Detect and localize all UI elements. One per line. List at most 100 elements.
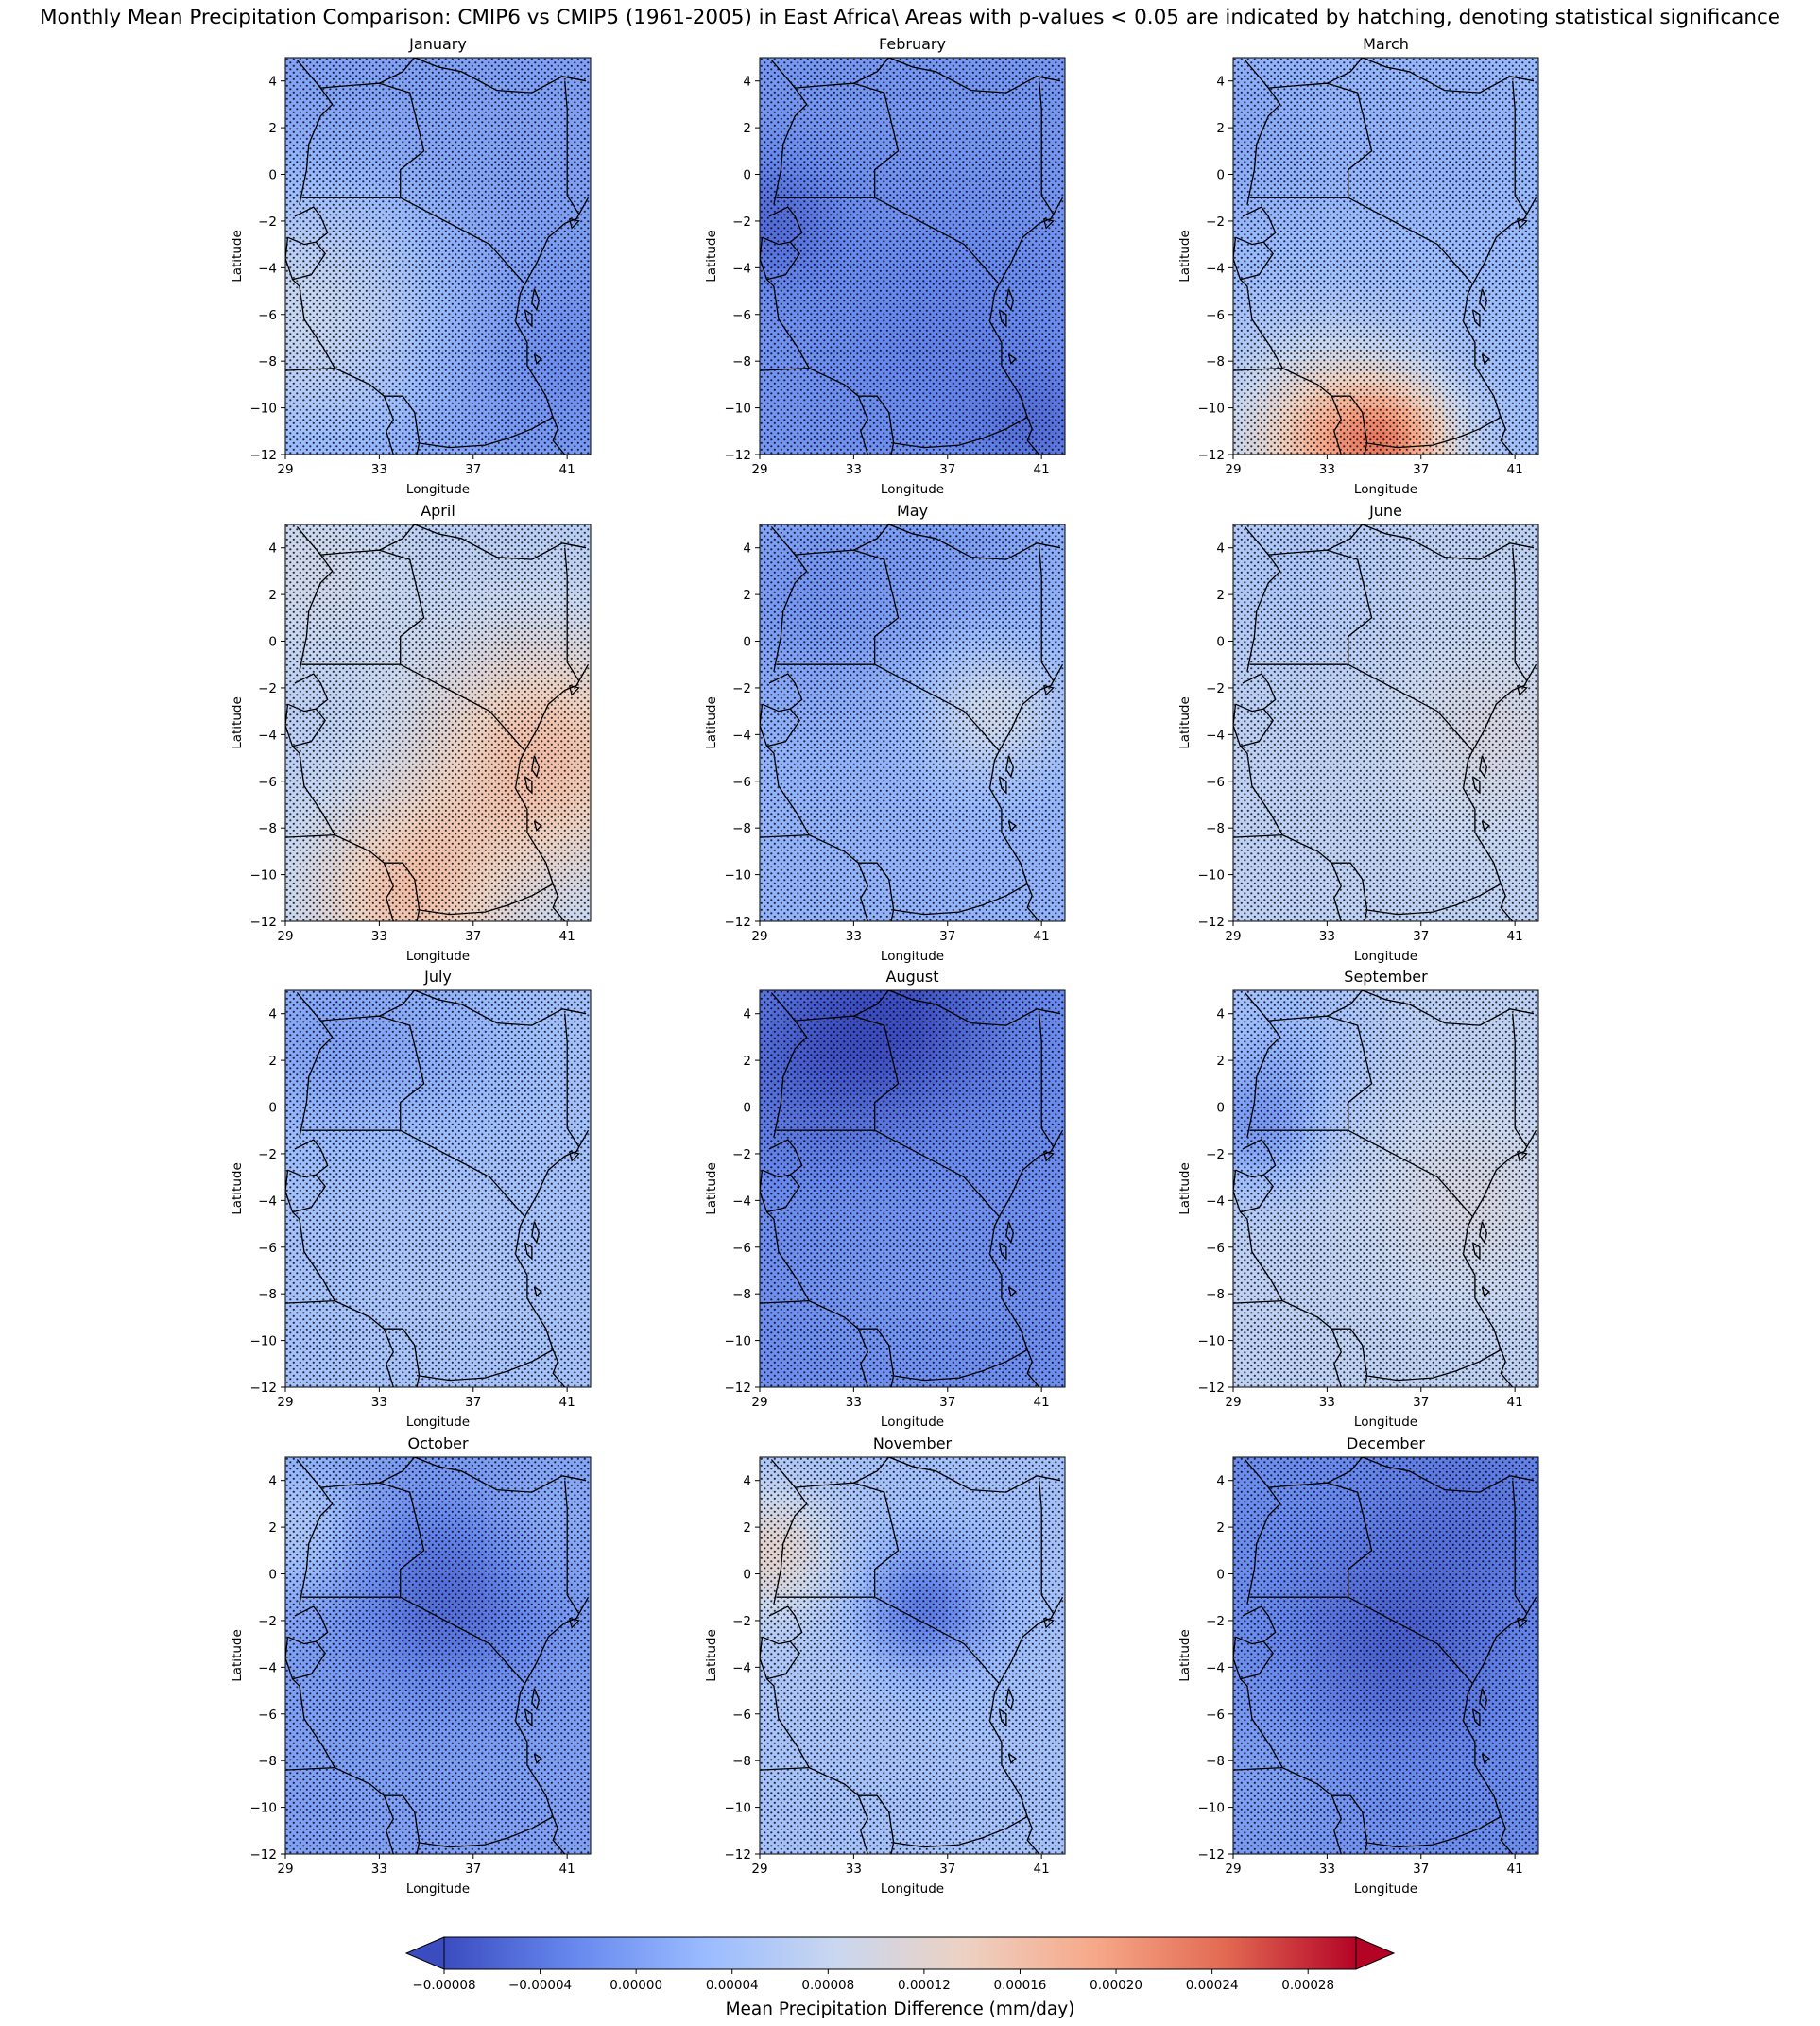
border-line — [998, 776, 1007, 795]
border-line — [524, 197, 590, 284]
y-tick-label: −8 — [258, 821, 277, 836]
y-tick-label: −4 — [732, 728, 751, 743]
y-tick-label: −6 — [258, 308, 277, 323]
x-tick-label: 41 — [1034, 929, 1050, 944]
x-tick-label: 41 — [1507, 462, 1523, 477]
border-line — [564, 547, 580, 681]
x-tick-label: 33 — [371, 462, 387, 477]
border-line — [531, 755, 540, 779]
border-line — [531, 288, 540, 312]
panel-title: March — [1363, 35, 1409, 53]
border-line — [384, 395, 421, 455]
axes-frame — [284, 524, 592, 922]
y-tick-label: −6 — [732, 775, 751, 790]
border-line — [1244, 58, 1364, 89]
border-line — [762, 673, 803, 713]
y-tick-label: −2 — [1206, 215, 1225, 230]
border-line — [414, 58, 587, 94]
border-line — [379, 549, 425, 665]
y-tick-label: −10 — [725, 868, 752, 884]
x-axis-label: Longitude — [881, 482, 944, 497]
border-line — [296, 524, 416, 556]
border-line — [760, 237, 810, 369]
y-tick-label: 2 — [1216, 121, 1225, 136]
border-line — [1026, 417, 1040, 455]
border-line — [1462, 283, 1502, 418]
x-tick-label: 37 — [939, 462, 955, 477]
y-tick-label: −2 — [732, 215, 751, 230]
y-tick-label: 4 — [1216, 75, 1225, 90]
y-tick-label: −8 — [732, 354, 751, 369]
panel-title: January — [408, 35, 467, 53]
border-line — [888, 524, 1061, 560]
x-tick-label: 41 — [559, 462, 575, 477]
y-tick-label: 4 — [268, 541, 277, 557]
border-line — [1362, 58, 1535, 94]
border-line — [998, 663, 1064, 751]
x-tick-label: 29 — [277, 462, 293, 477]
axes-frame — [1232, 57, 1539, 455]
border-line — [770, 524, 890, 556]
border-line — [1479, 288, 1487, 312]
border-line — [299, 554, 334, 672]
border-line — [760, 704, 810, 835]
border-line — [988, 750, 1028, 884]
y-tick-label: 4 — [268, 75, 277, 90]
y-tick-label: 0 — [268, 168, 277, 183]
x-tick-label: 29 — [1225, 462, 1241, 477]
border-line — [564, 80, 580, 215]
y-tick-label: −12 — [725, 448, 752, 463]
y-tick-label: 2 — [268, 121, 277, 136]
border-line — [1039, 80, 1055, 215]
border-line — [1007, 820, 1017, 832]
y-tick-label: 2 — [743, 121, 751, 136]
border-line — [773, 554, 808, 672]
border-line — [285, 367, 395, 455]
border-line — [766, 241, 801, 281]
border-line — [414, 524, 587, 560]
axes-frame — [759, 57, 1066, 455]
y-axis-label: Latitude — [230, 696, 245, 749]
y-tick-label: −2 — [732, 681, 751, 696]
y-tick-label: −8 — [1206, 354, 1225, 369]
country-borders — [1233, 58, 1537, 455]
border-line — [296, 58, 416, 89]
border-line — [762, 206, 803, 246]
y-tick-label: 0 — [268, 635, 277, 650]
x-axis-label: Longitude — [881, 949, 944, 964]
border-line — [379, 82, 425, 198]
border-line — [417, 416, 554, 449]
border-line — [524, 776, 533, 795]
border-line — [299, 87, 334, 205]
y-axis-label: Latitude — [704, 230, 719, 283]
border-line — [285, 704, 335, 835]
x-tick-label: 29 — [751, 929, 767, 944]
border-line — [1471, 197, 1537, 284]
y-tick-label: −6 — [258, 775, 277, 790]
x-tick-label: 33 — [1319, 462, 1335, 477]
y-tick-label: −2 — [258, 681, 277, 696]
border-line — [1365, 416, 1502, 449]
x-tick-label: 37 — [465, 929, 481, 944]
border-line — [1042, 684, 1055, 696]
y-tick-label: −8 — [732, 821, 751, 836]
border-line — [858, 862, 895, 921]
border-line — [524, 309, 533, 328]
border-line — [1512, 80, 1528, 215]
y-tick-label: −12 — [250, 915, 278, 930]
border-line — [292, 241, 327, 281]
border-line — [888, 58, 1061, 94]
border-line — [568, 684, 580, 696]
border-line — [1042, 217, 1055, 230]
y-tick-label: −4 — [258, 261, 277, 276]
country-borders — [285, 524, 590, 921]
border-line — [552, 417, 566, 455]
border-line — [1500, 417, 1514, 455]
y-tick-label: −12 — [725, 915, 752, 930]
x-tick-label: 33 — [371, 929, 387, 944]
x-tick-label: 37 — [465, 462, 481, 477]
